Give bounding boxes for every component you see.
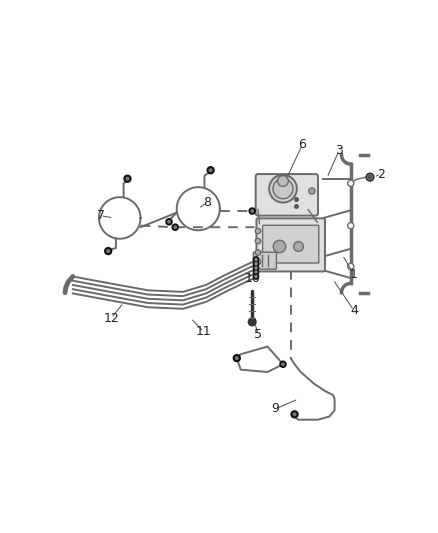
- Text: 5: 5: [254, 328, 262, 342]
- Circle shape: [251, 210, 253, 212]
- Circle shape: [255, 228, 261, 234]
- Text: 8: 8: [203, 196, 211, 209]
- Circle shape: [255, 263, 257, 265]
- Text: 9: 9: [272, 402, 279, 415]
- Circle shape: [253, 274, 259, 279]
- Circle shape: [253, 265, 259, 271]
- Circle shape: [255, 259, 257, 261]
- Circle shape: [174, 226, 177, 228]
- Text: 7: 7: [96, 209, 105, 222]
- Circle shape: [269, 175, 297, 203]
- Circle shape: [255, 276, 257, 278]
- FancyBboxPatch shape: [256, 219, 325, 271]
- Circle shape: [293, 413, 296, 416]
- Circle shape: [168, 221, 170, 223]
- Circle shape: [278, 175, 288, 187]
- Text: 11: 11: [196, 326, 212, 338]
- Circle shape: [105, 248, 112, 255]
- Circle shape: [366, 173, 374, 181]
- FancyBboxPatch shape: [263, 225, 319, 263]
- Circle shape: [368, 175, 372, 179]
- Circle shape: [253, 257, 259, 262]
- Text: 4: 4: [350, 304, 358, 317]
- Circle shape: [253, 261, 259, 266]
- Circle shape: [172, 224, 178, 230]
- Circle shape: [209, 169, 212, 172]
- Circle shape: [255, 259, 261, 264]
- Circle shape: [255, 250, 261, 255]
- Circle shape: [249, 208, 255, 214]
- Circle shape: [253, 270, 259, 275]
- Circle shape: [291, 411, 298, 418]
- Text: 2: 2: [377, 167, 385, 181]
- Circle shape: [126, 177, 129, 180]
- Circle shape: [166, 219, 172, 225]
- Circle shape: [124, 175, 131, 182]
- Circle shape: [255, 238, 261, 244]
- Text: 1: 1: [350, 268, 358, 281]
- Circle shape: [348, 263, 354, 270]
- Text: 6: 6: [298, 138, 306, 151]
- Circle shape: [309, 188, 315, 194]
- Circle shape: [233, 354, 240, 361]
- Circle shape: [273, 179, 293, 199]
- Circle shape: [282, 363, 284, 366]
- Text: 10: 10: [244, 271, 260, 285]
- Circle shape: [280, 361, 286, 367]
- FancyBboxPatch shape: [253, 252, 276, 269]
- Circle shape: [255, 267, 257, 269]
- Circle shape: [207, 167, 214, 174]
- Circle shape: [248, 318, 256, 326]
- Circle shape: [236, 357, 238, 359]
- FancyBboxPatch shape: [256, 174, 318, 216]
- Text: 12: 12: [103, 312, 119, 325]
- Circle shape: [348, 180, 354, 187]
- Text: 3: 3: [335, 144, 343, 157]
- Circle shape: [348, 223, 354, 229]
- Circle shape: [107, 250, 110, 253]
- Circle shape: [255, 271, 257, 273]
